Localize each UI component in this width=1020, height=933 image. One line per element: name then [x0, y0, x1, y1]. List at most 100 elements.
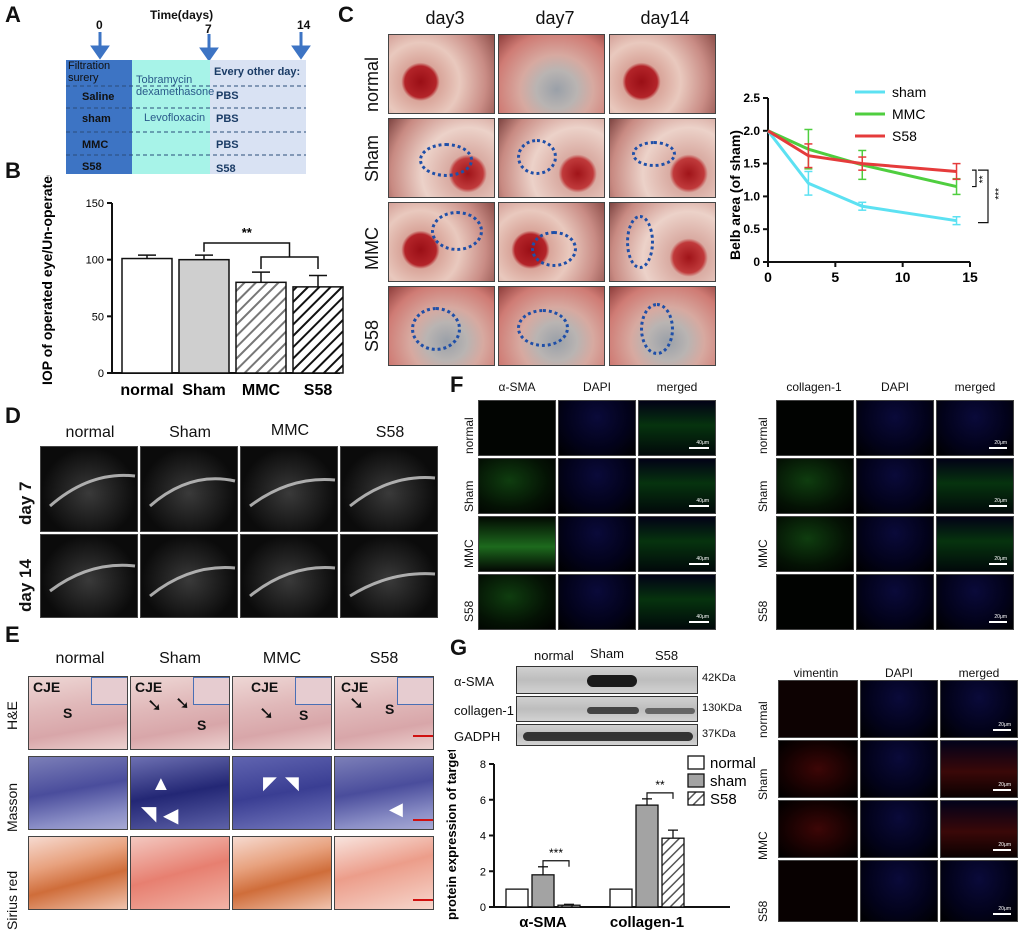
f-merged-mmc: 40μm	[638, 516, 716, 572]
c-photo-s58-day7	[498, 286, 605, 366]
g-dapi-s58	[860, 860, 938, 922]
b-sig-label: **	[242, 225, 253, 240]
tick-0: 0	[96, 18, 103, 32]
b-sig-bracket	[203, 242, 291, 257]
g-xtick-label: α-SMA	[519, 914, 567, 931]
c-legend-label-sham: sham	[892, 84, 926, 100]
c-ylabel: Belb area (of sham)	[727, 130, 743, 260]
f-dapi2-mmc	[856, 516, 934, 572]
f-asma-mmc	[478, 516, 556, 572]
c-sig-label: **	[978, 175, 989, 183]
c-row-sham: Sham	[362, 134, 382, 182]
panel-e-histology: normal Sham MMC S58 H&E Masson Sirius re…	[0, 640, 445, 930]
c-photo-normal-day3	[388, 34, 495, 114]
f-col-dapi: DAPI	[582, 380, 611, 394]
scale-bar	[689, 505, 709, 507]
e-sirius-mmc	[232, 836, 332, 910]
c-xtick-label: 10	[895, 269, 911, 285]
mmc-label: MMC	[82, 139, 109, 151]
c-ytick-label: 1.0	[743, 189, 760, 203]
g-bars: α-SMA *** collagen-1 **	[505, 778, 685, 931]
panel-c-photos: day3 day7 day14 normal Sham MMC S58	[360, 0, 720, 370]
c-ytick-label: 0.5	[743, 222, 760, 236]
f-asma-sham	[478, 458, 556, 514]
f-merged-s58: 40μm	[638, 574, 716, 630]
f-collagen-mmc	[776, 516, 854, 572]
g-xtick-label: collagen-1	[610, 914, 684, 931]
c-legend-label-s58: S58	[892, 128, 917, 144]
saline-label: Saline	[82, 91, 115, 103]
c-photo-s58-day3	[388, 286, 495, 366]
panel-d-ultrasound: normal Sham MMC S58 day 7 day 14	[0, 410, 445, 620]
g-col-vimentin: vimentin	[793, 666, 839, 680]
c-legend-label-mmc: MMC	[892, 106, 925, 122]
scale-label: 40μm	[696, 440, 709, 446]
d-structures	[49, 473, 436, 598]
scale-bar	[413, 819, 433, 821]
e-col-mmc: MMC	[262, 650, 302, 667]
panel-label-d: D	[5, 403, 21, 428]
c-col-day14: day14	[640, 8, 690, 28]
filtration-label: Filtration surery	[68, 60, 111, 84]
g-bar-normal	[609, 888, 633, 908]
c-lines: *****	[766, 128, 1005, 226]
c-sig-bracket	[972, 169, 977, 188]
d-img-normal-day7	[40, 446, 138, 532]
arrow-icon: ➘	[259, 703, 275, 723]
g-row-normal: normal	[756, 701, 770, 738]
b-bar-normal	[121, 257, 173, 374]
e-col-normal: normal	[55, 650, 105, 667]
g-dapi-sham	[860, 740, 938, 798]
panel-label-b: B	[5, 158, 21, 183]
d-col-mmc: MMC	[270, 422, 310, 439]
tobramycin-label: Tobramycin dexamethasone	[136, 74, 215, 98]
f-collagen-s58	[776, 574, 854, 630]
arrowhead-icon: ◥	[285, 773, 299, 793]
c-row-s58: S58	[362, 319, 382, 352]
scale-label: 20μm	[994, 614, 1007, 620]
scale-label: 20μm	[994, 440, 1007, 446]
g-vim-mmc	[778, 800, 858, 858]
g-merged-mmc: 20μm	[940, 800, 1018, 858]
g-ytick-label: 8	[480, 759, 486, 771]
scale-label: 40μm	[696, 498, 709, 504]
g-sig-bracket	[646, 792, 674, 799]
scale-label: 20μm	[998, 906, 1011, 912]
b-xtick-label: normal	[120, 382, 173, 399]
arrowhead-icon: ◀	[163, 805, 179, 827]
c-xtick-label: 5	[831, 269, 839, 285]
d-img-sham-day7	[140, 446, 238, 532]
b-sig-bracket-2	[260, 256, 319, 269]
c-ytick-label: 2.5	[743, 91, 760, 105]
g-sig-bracket	[542, 860, 570, 867]
g-sig-label: ***	[549, 846, 563, 860]
scale-bar	[689, 563, 709, 565]
b-ytick-label: 50	[92, 311, 104, 323]
s58-treat-label: S58	[216, 163, 236, 175]
scale-label: 20μm	[994, 556, 1007, 562]
f-dapi-s58	[558, 574, 636, 630]
c-line-mmc	[767, 129, 957, 189]
g-bar-normal	[505, 888, 529, 908]
scale-label: 20μm	[998, 842, 1011, 848]
timeline-dividers	[66, 85, 306, 156]
scale-bar	[993, 729, 1011, 731]
e-col-sham: Sham	[159, 650, 201, 667]
blot-row-gadph: GADPH	[454, 729, 501, 744]
panel-g-blot: normal Sham S58 α-SMA collagen-1 GADPH 4…	[450, 640, 750, 750]
b-ylabel: IOP of operated eye/Un-operated eye(of c…	[39, 175, 55, 385]
f-merged2-mmc: 20μm	[936, 516, 1014, 572]
g-vim-sham	[778, 740, 858, 798]
g-bar-s58	[557, 904, 581, 908]
c-col-day7: day7	[535, 8, 575, 28]
scale-bar	[989, 621, 1007, 623]
c-row-normal: normal	[362, 56, 382, 112]
e-he-sham: CJE S ➘ ➘	[130, 676, 230, 750]
f2-row-normal: normal	[756, 417, 770, 454]
c-ytick-label: 0	[753, 255, 760, 269]
d-img-s58-day7	[340, 446, 438, 532]
kda-42: 42KDa	[702, 672, 736, 684]
d-img-s58-day14	[340, 534, 438, 618]
d-row-day7: day 7	[16, 481, 35, 525]
e-col-s58: S58	[369, 650, 399, 667]
